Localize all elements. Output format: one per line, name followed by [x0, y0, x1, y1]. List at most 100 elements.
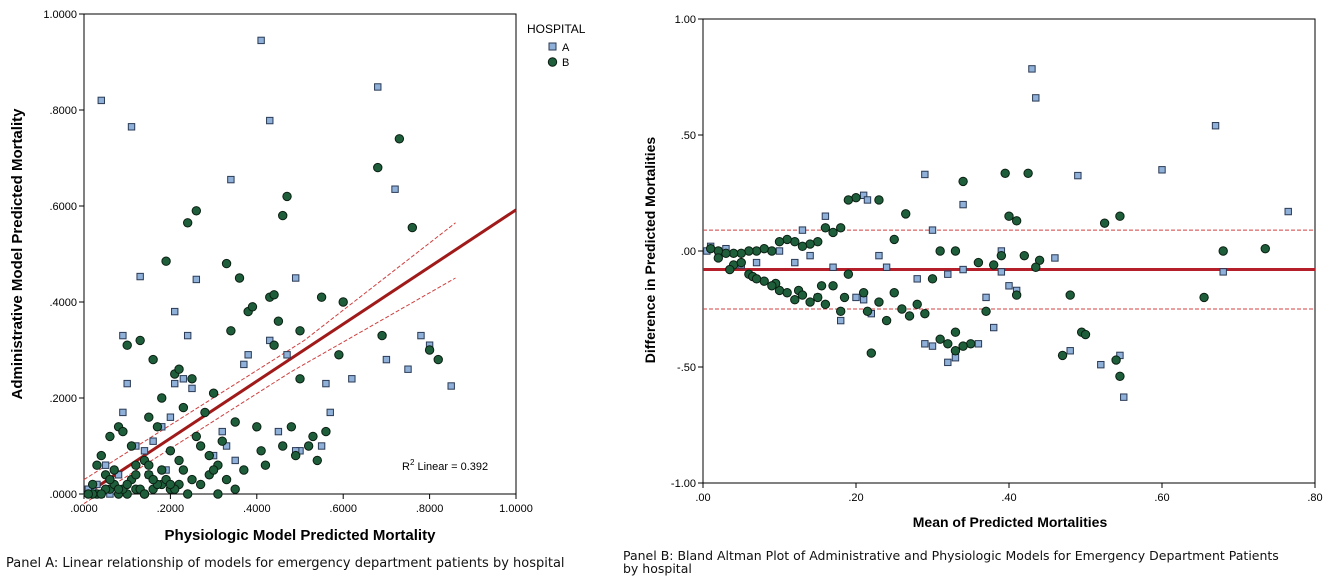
- data-point-hospital-b: [744, 246, 754, 256]
- data-point-hospital-b: [144, 412, 154, 422]
- data-point-hospital-a: [1158, 166, 1166, 174]
- data-point-hospital-b: [174, 455, 184, 466]
- data-point-hospital-b: [820, 223, 831, 233]
- data-point-hospital-b: [1065, 290, 1075, 300]
- y-tick-label: .00: [681, 246, 696, 258]
- data-point-hospital-b: [165, 446, 176, 456]
- data-point-hospital-b: [705, 243, 716, 254]
- data-point-hospital-b: [725, 264, 735, 275]
- data-point-hospital-b: [935, 334, 945, 344]
- data-point-hospital-b: [96, 489, 106, 499]
- data-point-hospital-b: [797, 290, 808, 300]
- data-point-hospital-b: [208, 388, 219, 398]
- x-tick-label: .0000: [70, 503, 98, 515]
- data-point-hospital-b: [109, 465, 119, 475]
- data-point-hospital-b: [935, 246, 945, 256]
- data-point-hospital-b: [87, 479, 98, 490]
- panel-a-axis-ticks: .0000 .2000 .4000 .6000 .8000 1.0000 .0000 .200…: [43, 9, 532, 515]
- panel-b-caption: Panel B: Bland Altman Plot of Administra…: [623, 549, 1323, 575]
- data-point-hospital-a: [1051, 254, 1059, 262]
- data-point-hospital-a: [791, 258, 799, 267]
- data-point-hospital-b: [191, 431, 202, 442]
- data-point-hospital-b: [221, 258, 232, 269]
- data-point-hospital-b: [1115, 371, 1125, 381]
- data-point-hospital-a: [119, 408, 127, 417]
- data-point-hospital-a: [188, 384, 196, 393]
- panel-b-x-axis-label: Mean of Predicted Mortalities: [913, 514, 1108, 530]
- data-point-hospital-b: [96, 450, 106, 461]
- data-point-hospital-b: [247, 302, 258, 312]
- data-point-hospital-a: [959, 265, 967, 274]
- data-point-hospital-b: [131, 470, 141, 480]
- panel-b-caption-line-2: by hospital: [623, 561, 692, 576]
- data-point-hospital-b: [1031, 262, 1041, 272]
- data-point-hospital-b: [316, 292, 327, 302]
- data-point-hospital-b: [862, 306, 873, 317]
- data-point-hospital-a: [291, 274, 300, 282]
- data-point-hospital-a: [859, 191, 868, 200]
- data-point-hospital-a: [913, 275, 921, 283]
- data-point-hospital-b: [1034, 255, 1045, 265]
- data-point-hospital-b: [874, 297, 884, 307]
- data-point-hospital-b: [1218, 246, 1228, 256]
- y-tick-label: .0000: [49, 489, 77, 501]
- panel-a-fit-lines: [83, 208, 517, 505]
- legend-label-b: B: [562, 57, 569, 69]
- data-point-hospital-a: [149, 437, 157, 445]
- data-point-hospital-b: [813, 237, 823, 247]
- data-point-hospital-a: [257, 36, 265, 45]
- data-point-hospital-b: [239, 465, 249, 475]
- data-point-hospital-a: [101, 461, 110, 469]
- data-point-hospital-b: [1011, 290, 1022, 300]
- confidence-band-lower: [83, 277, 456, 505]
- data-point-hospital-b: [234, 273, 245, 283]
- data-point-hospital-b: [182, 218, 193, 228]
- data-point-hospital-b: [950, 327, 961, 337]
- data-point-hospital-a: [1074, 171, 1082, 180]
- data-point-hospital-a: [863, 196, 872, 204]
- data-point-hospital-b: [912, 299, 922, 310]
- data-point-hospital-b: [105, 431, 115, 442]
- data-point-hospital-a: [374, 83, 382, 91]
- data-point-hospital-b: [230, 417, 240, 427]
- data-point-hospital-a: [806, 251, 814, 260]
- data-point-hospital-a: [127, 123, 136, 131]
- x-tick-label: .40: [1001, 492, 1016, 504]
- data-point-hospital-b: [230, 484, 240, 494]
- data-point-hospital-b: [260, 460, 271, 470]
- data-point-hospital-a: [283, 351, 291, 359]
- data-point-hospital-b: [782, 288, 792, 298]
- data-point-hospital-b: [973, 257, 984, 268]
- data-point-hospital-a: [1028, 65, 1036, 73]
- data-point-hospital-a: [829, 263, 837, 271]
- confidence-band-upper: [83, 222, 456, 481]
- data-point-hospital-b: [139, 489, 150, 499]
- data-point-hospital-b: [958, 341, 968, 351]
- data-point-hospital-a: [123, 379, 131, 388]
- x-tick-label: 1.0000: [499, 503, 533, 515]
- data-point-hospital-a: [227, 175, 235, 184]
- data-point-hospital-a: [166, 413, 175, 421]
- data-point-hospital-b: [836, 223, 846, 233]
- data-point-hospital-b: [174, 364, 184, 374]
- data-point-hospital-b: [828, 281, 838, 291]
- data-point-hospital-b: [866, 348, 876, 358]
- y-tick-label: .6000: [49, 201, 77, 213]
- data-point-hospital-b: [858, 288, 869, 298]
- data-point-hospital-b: [213, 489, 223, 499]
- data-point-hospital-b: [290, 450, 301, 461]
- data-point-hospital-b: [92, 460, 102, 470]
- data-point-hospital-b: [897, 304, 907, 314]
- data-point-hospital-b: [269, 340, 279, 350]
- data-point-hospital-b: [433, 354, 443, 365]
- data-point-hospital-a: [417, 331, 425, 340]
- data-point-hospital-a: [1097, 360, 1105, 369]
- y-tick-label: .2000: [49, 393, 77, 405]
- data-point-hospital-b: [187, 474, 197, 485]
- data-point-hospital-b: [989, 260, 999, 270]
- y-tick-label: .50: [681, 130, 696, 142]
- data-point-hospital-b: [728, 248, 739, 259]
- legend-marker-a: [548, 42, 557, 51]
- regression-line: [83, 208, 517, 497]
- data-point-hospital-b: [759, 243, 769, 254]
